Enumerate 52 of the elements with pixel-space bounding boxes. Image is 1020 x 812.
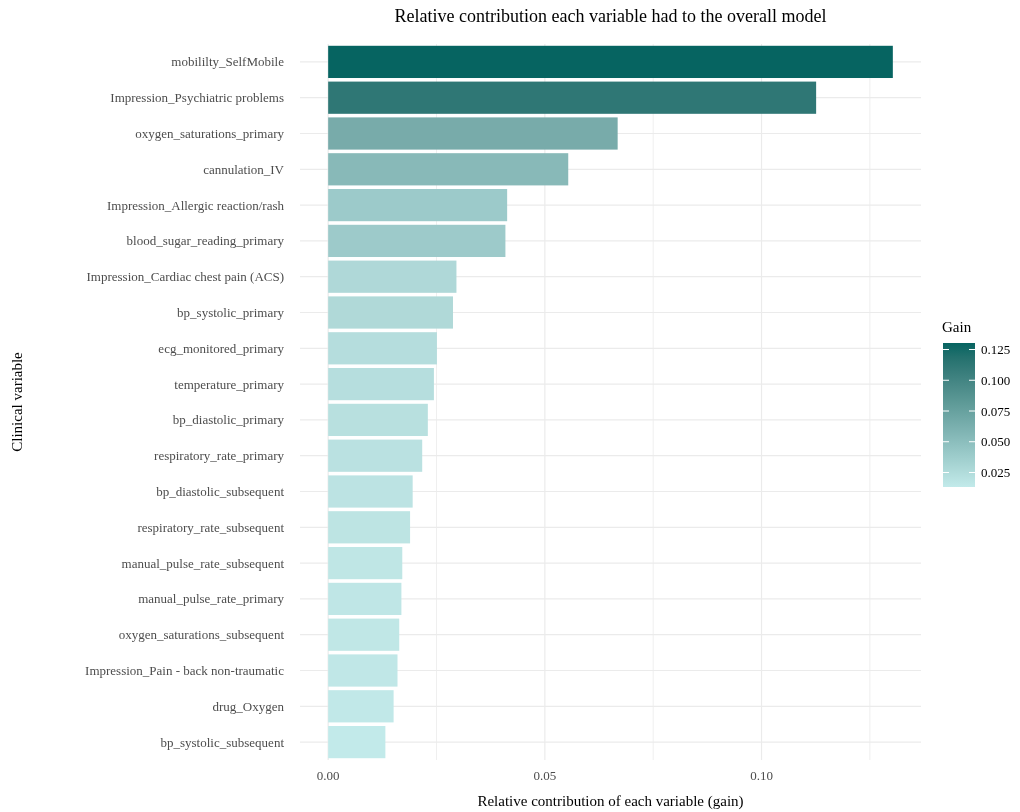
chart-title: Relative contribution each variable had to the overall model <box>394 6 827 26</box>
bar <box>328 582 402 616</box>
bar <box>328 153 569 186</box>
bar <box>328 224 506 258</box>
bar <box>328 188 508 222</box>
bar <box>328 260 457 293</box>
y-tick-label: temperature_primary <box>174 376 285 392</box>
y-tick-label: Impression_Allergic reaction/rash <box>106 197 285 213</box>
bar <box>328 117 618 150</box>
y-tick-label: Impression_Cardiac chest pain (ACS) <box>86 269 284 285</box>
y-tick-label: respiratory_rate_subsequent <box>137 519 285 535</box>
bar <box>328 439 423 472</box>
bar <box>328 403 428 437</box>
y-tick-label: bp_diastolic_subsequent <box>156 484 285 500</box>
y-tick-label: oxygen_saturations_subsequent <box>118 627 285 643</box>
y-tick-label: manual_pulse_rate_primary <box>138 591 285 607</box>
y-tick-label: Impression_Pain - back non-traumatic <box>85 663 285 679</box>
y-tick-label: manual_pulse_rate_subsequent <box>121 555 285 571</box>
bar <box>328 618 400 651</box>
legend-title: Gain <box>942 319 972 335</box>
bar <box>328 332 437 365</box>
bar <box>328 81 817 114</box>
y-tick-label: bp_systolic_primary <box>177 305 285 321</box>
bar <box>328 511 411 544</box>
x-tick-label: 0.05 <box>533 768 557 783</box>
color-bar-label: 0.075 <box>981 403 1011 419</box>
y-tick-label: bp_systolic_subsequent <box>160 734 285 750</box>
y-tick-label: mobililty_SelfMobile <box>171 54 285 70</box>
y-tick-label: cannulation_IV <box>203 161 285 177</box>
color-bar-label: 0.100 <box>981 372 1011 388</box>
y-tick-label: oxygen_saturations_primary <box>135 126 285 142</box>
bar <box>328 296 453 329</box>
x-axis-title: Relative contribution of each variable (gain) <box>477 793 744 810</box>
color-bar-label: 0.125 <box>981 342 1011 358</box>
bar <box>328 546 403 580</box>
y-tick-label: bp_diastolic_primary <box>172 412 285 428</box>
y-tick-label: Impression_Psychiatric problems <box>110 90 284 106</box>
bar <box>328 367 434 401</box>
bar <box>328 45 893 79</box>
y-tick-label: drug_Oxygen <box>212 698 285 714</box>
color-bar-label: 0.025 <box>981 465 1011 481</box>
bar <box>328 654 398 687</box>
y-tick-label: blood_sugar_reading_primary <box>126 233 285 249</box>
x-tick-label: 0.10 <box>750 768 773 783</box>
bar <box>328 690 394 723</box>
y-axis-title: Clinical variable <box>9 351 25 452</box>
y-tick-label: respiratory_rate_primary <box>154 448 285 464</box>
bar <box>328 725 386 759</box>
y-tick-label: ecg_monitored_primary <box>158 340 285 356</box>
bar <box>328 475 413 508</box>
color-bar-label: 0.050 <box>981 434 1011 450</box>
x-tick-label: 0.00 <box>316 768 340 783</box>
